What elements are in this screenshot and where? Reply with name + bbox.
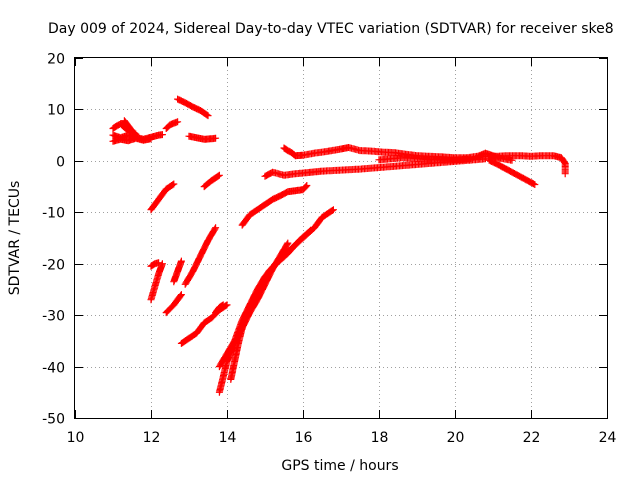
series-markers: [147, 259, 163, 270]
grid-lines: [75, 58, 607, 418]
series-markers: [185, 132, 220, 143]
series-markers: [485, 156, 539, 188]
y-tick-label: -20: [42, 258, 65, 274]
series-markers: [215, 226, 315, 371]
x-tick-label: 24: [599, 430, 617, 446]
y-tick-label: -10: [42, 206, 65, 222]
data-series: [147, 260, 166, 304]
x-tick-label: 14: [219, 430, 237, 446]
x-tick-label: 10: [67, 430, 85, 446]
data-series: [485, 156, 539, 188]
data-series: [109, 134, 155, 145]
x-tick-label: 12: [143, 430, 161, 446]
axis-ticks: -50 -40 -30 -20 -10 0 10 20 10 12 14 16 18 20 22 24: [42, 52, 616, 447]
data-series: [375, 154, 474, 164]
series-markers: [200, 171, 223, 191]
series-markers: [120, 117, 140, 138]
data-series: [174, 95, 212, 120]
data-series: [481, 152, 569, 178]
series-markers: [212, 301, 227, 317]
data-series: [162, 291, 185, 317]
series-markers: [162, 291, 185, 317]
y-tick-label: -40: [42, 361, 65, 377]
y-tick-label: -50: [42, 412, 65, 428]
series-markers: [481, 152, 569, 178]
data-points: [109, 95, 569, 396]
data-series: [162, 118, 182, 132]
data-series: [147, 259, 163, 270]
y-tick-label: 20: [47, 52, 65, 68]
data-series: [185, 132, 220, 143]
x-tick-label: 20: [447, 430, 465, 446]
series-markers: [147, 260, 166, 304]
series-markers: [109, 134, 155, 145]
data-series: [200, 171, 223, 191]
data-series: [120, 117, 140, 138]
y-tick-label: -30: [42, 309, 65, 325]
y-tick-label: 0: [56, 155, 65, 171]
chart-title: Day 009 of 2024, Sidereal Day-to-day VTE…: [48, 21, 614, 37]
data-series: [227, 206, 337, 383]
x-tick-label: 22: [523, 430, 541, 446]
data-series: [170, 257, 185, 286]
series-markers: [147, 180, 178, 214]
plot-frame: [74, 57, 608, 419]
series-markers: [227, 206, 337, 383]
data-series: [212, 301, 227, 317]
x-axis-label: GPS time / hours: [281, 458, 398, 474]
series-markers: [162, 118, 182, 132]
series-markers: [181, 224, 220, 288]
data-series: [238, 182, 311, 229]
x-tick-label: 18: [371, 430, 389, 446]
series-markers: [174, 95, 212, 120]
data-series: [181, 224, 220, 288]
series-markers: [375, 154, 474, 164]
y-axis-label: SDTVAR / TECUs: [7, 181, 23, 296]
data-series: [147, 180, 178, 214]
series-markers: [170, 257, 185, 286]
x-tick-label: 16: [295, 430, 313, 446]
series-markers: [238, 182, 311, 229]
data-series: [215, 226, 315, 371]
y-tick-label: 10: [47, 103, 65, 119]
